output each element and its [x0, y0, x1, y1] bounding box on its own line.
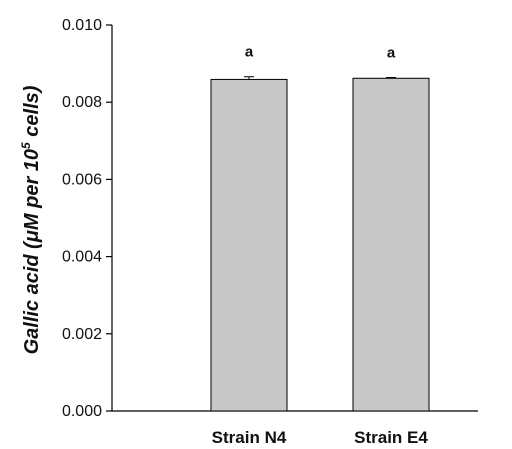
significance-label-2: a — [387, 44, 396, 61]
y-tick-label: 0.002 — [62, 326, 102, 343]
bar-1 — [210, 78, 288, 412]
y-tick-label: 0.008 — [62, 94, 102, 111]
x-axis: Strain N4 Strain E4 — [112, 410, 478, 447]
y-axis-label: Gallic acid (μM per 105 cells) — [19, 85, 43, 354]
significance-label-1: a — [245, 44, 254, 61]
y-tick-label: 0.006 — [62, 171, 102, 188]
x-category-label-2: Strain E4 — [354, 428, 428, 447]
y-tick-label: 0.000 — [62, 403, 102, 420]
y-axis: 0.000 0.002 0.004 0.006 0.008 0.010 — [62, 17, 113, 420]
bar-2 — [352, 77, 430, 412]
x-category-label-1: Strain N4 — [212, 428, 287, 447]
y-tick-label: 0.010 — [62, 17, 102, 34]
y-tick-label: 0.004 — [62, 249, 102, 266]
